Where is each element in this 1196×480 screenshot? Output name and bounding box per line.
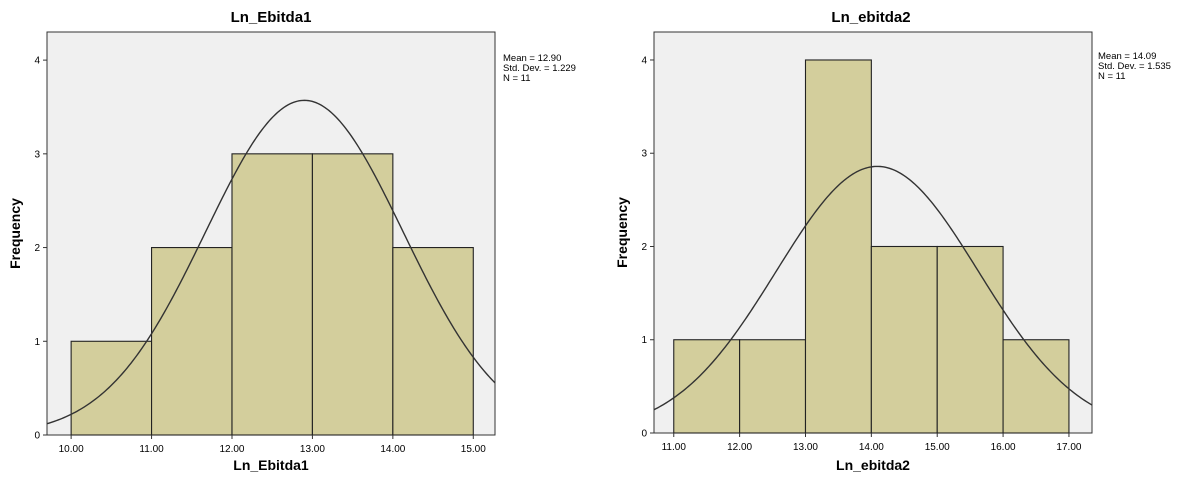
x-tick-label: 13.00 [300, 444, 325, 455]
y-tick-label: 4 [641, 55, 647, 66]
histogram-bar [151, 247, 233, 436]
chart-title: Ln_Ebitda1 [231, 9, 312, 26]
histogram-panel-1: 0 1 2 3 4 10.00 11.00 12.00 13.00 14.00 15.00 Ln_Eb… [7, 9, 576, 473]
histogram-bar [804, 59, 872, 434]
histogram-bar [311, 153, 394, 436]
stats-line: N = 11 [1098, 71, 1126, 82]
histogram-bar [673, 339, 741, 434]
x-tick-label: 14.00 [859, 442, 884, 453]
y-tick-label: 2 [34, 243, 40, 254]
y-axis-label: Frequency [7, 198, 23, 269]
histogram-bar [1002, 339, 1070, 434]
x-tick-label: 12.00 [727, 442, 752, 453]
normal-curve [46, 99, 496, 425]
x-axis-label: Ln_Ebitda1 [233, 457, 309, 473]
x-tick-label: 10.00 [59, 444, 84, 455]
x-tick-label: 11.00 [662, 442, 687, 453]
y-tick-label: 3 [641, 149, 647, 160]
x-axis-label: Ln_ebitda2 [836, 457, 910, 473]
histogram-bar [392, 247, 474, 436]
y-tick-label: 1 [641, 335, 647, 346]
histogram-bar [936, 245, 1004, 434]
y-tick-label: 2 [641, 242, 647, 253]
histogram-panel-2: 0 1 2 3 4 11.00 12.00 13.00 14.00 15.00 16.00 17.00… [614, 9, 1171, 473]
histogram-bar [70, 340, 153, 436]
x-tick-label: 17.00 [1056, 442, 1081, 453]
y-tick-label: 1 [34, 337, 40, 348]
stats-line: Mean = 12.90 [503, 53, 561, 64]
x-tick-label: 14.00 [380, 444, 405, 455]
x-tick-label: 12.00 [219, 444, 244, 455]
stats-line: N = 11 [503, 73, 531, 84]
chart-title: Ln_ebitda2 [831, 9, 910, 26]
y-tick-label: 4 [34, 56, 40, 67]
y-tick-label: 0 [34, 431, 40, 442]
x-tick-label: 15.00 [925, 442, 950, 453]
stats-line: Std. Dev. = 1.535 [1098, 61, 1171, 72]
y-tick-label: 0 [641, 429, 647, 440]
y-tick-label: 3 [34, 149, 40, 160]
x-tick-label: 15.00 [461, 444, 486, 455]
y-axis-label: Frequency [614, 197, 630, 268]
histogram-bar [870, 245, 938, 434]
stats-line: Mean = 14.09 [1098, 51, 1156, 62]
histogram-bar [739, 339, 807, 434]
x-tick-label: 13.00 [793, 442, 818, 453]
x-tick-label: 11.00 [139, 444, 164, 455]
x-tick-label: 16.00 [991, 442, 1016, 453]
stats-line: Std. Dev. = 1.229 [503, 63, 576, 74]
normal-curve [653, 165, 1093, 411]
histogram-bar [231, 153, 313, 436]
